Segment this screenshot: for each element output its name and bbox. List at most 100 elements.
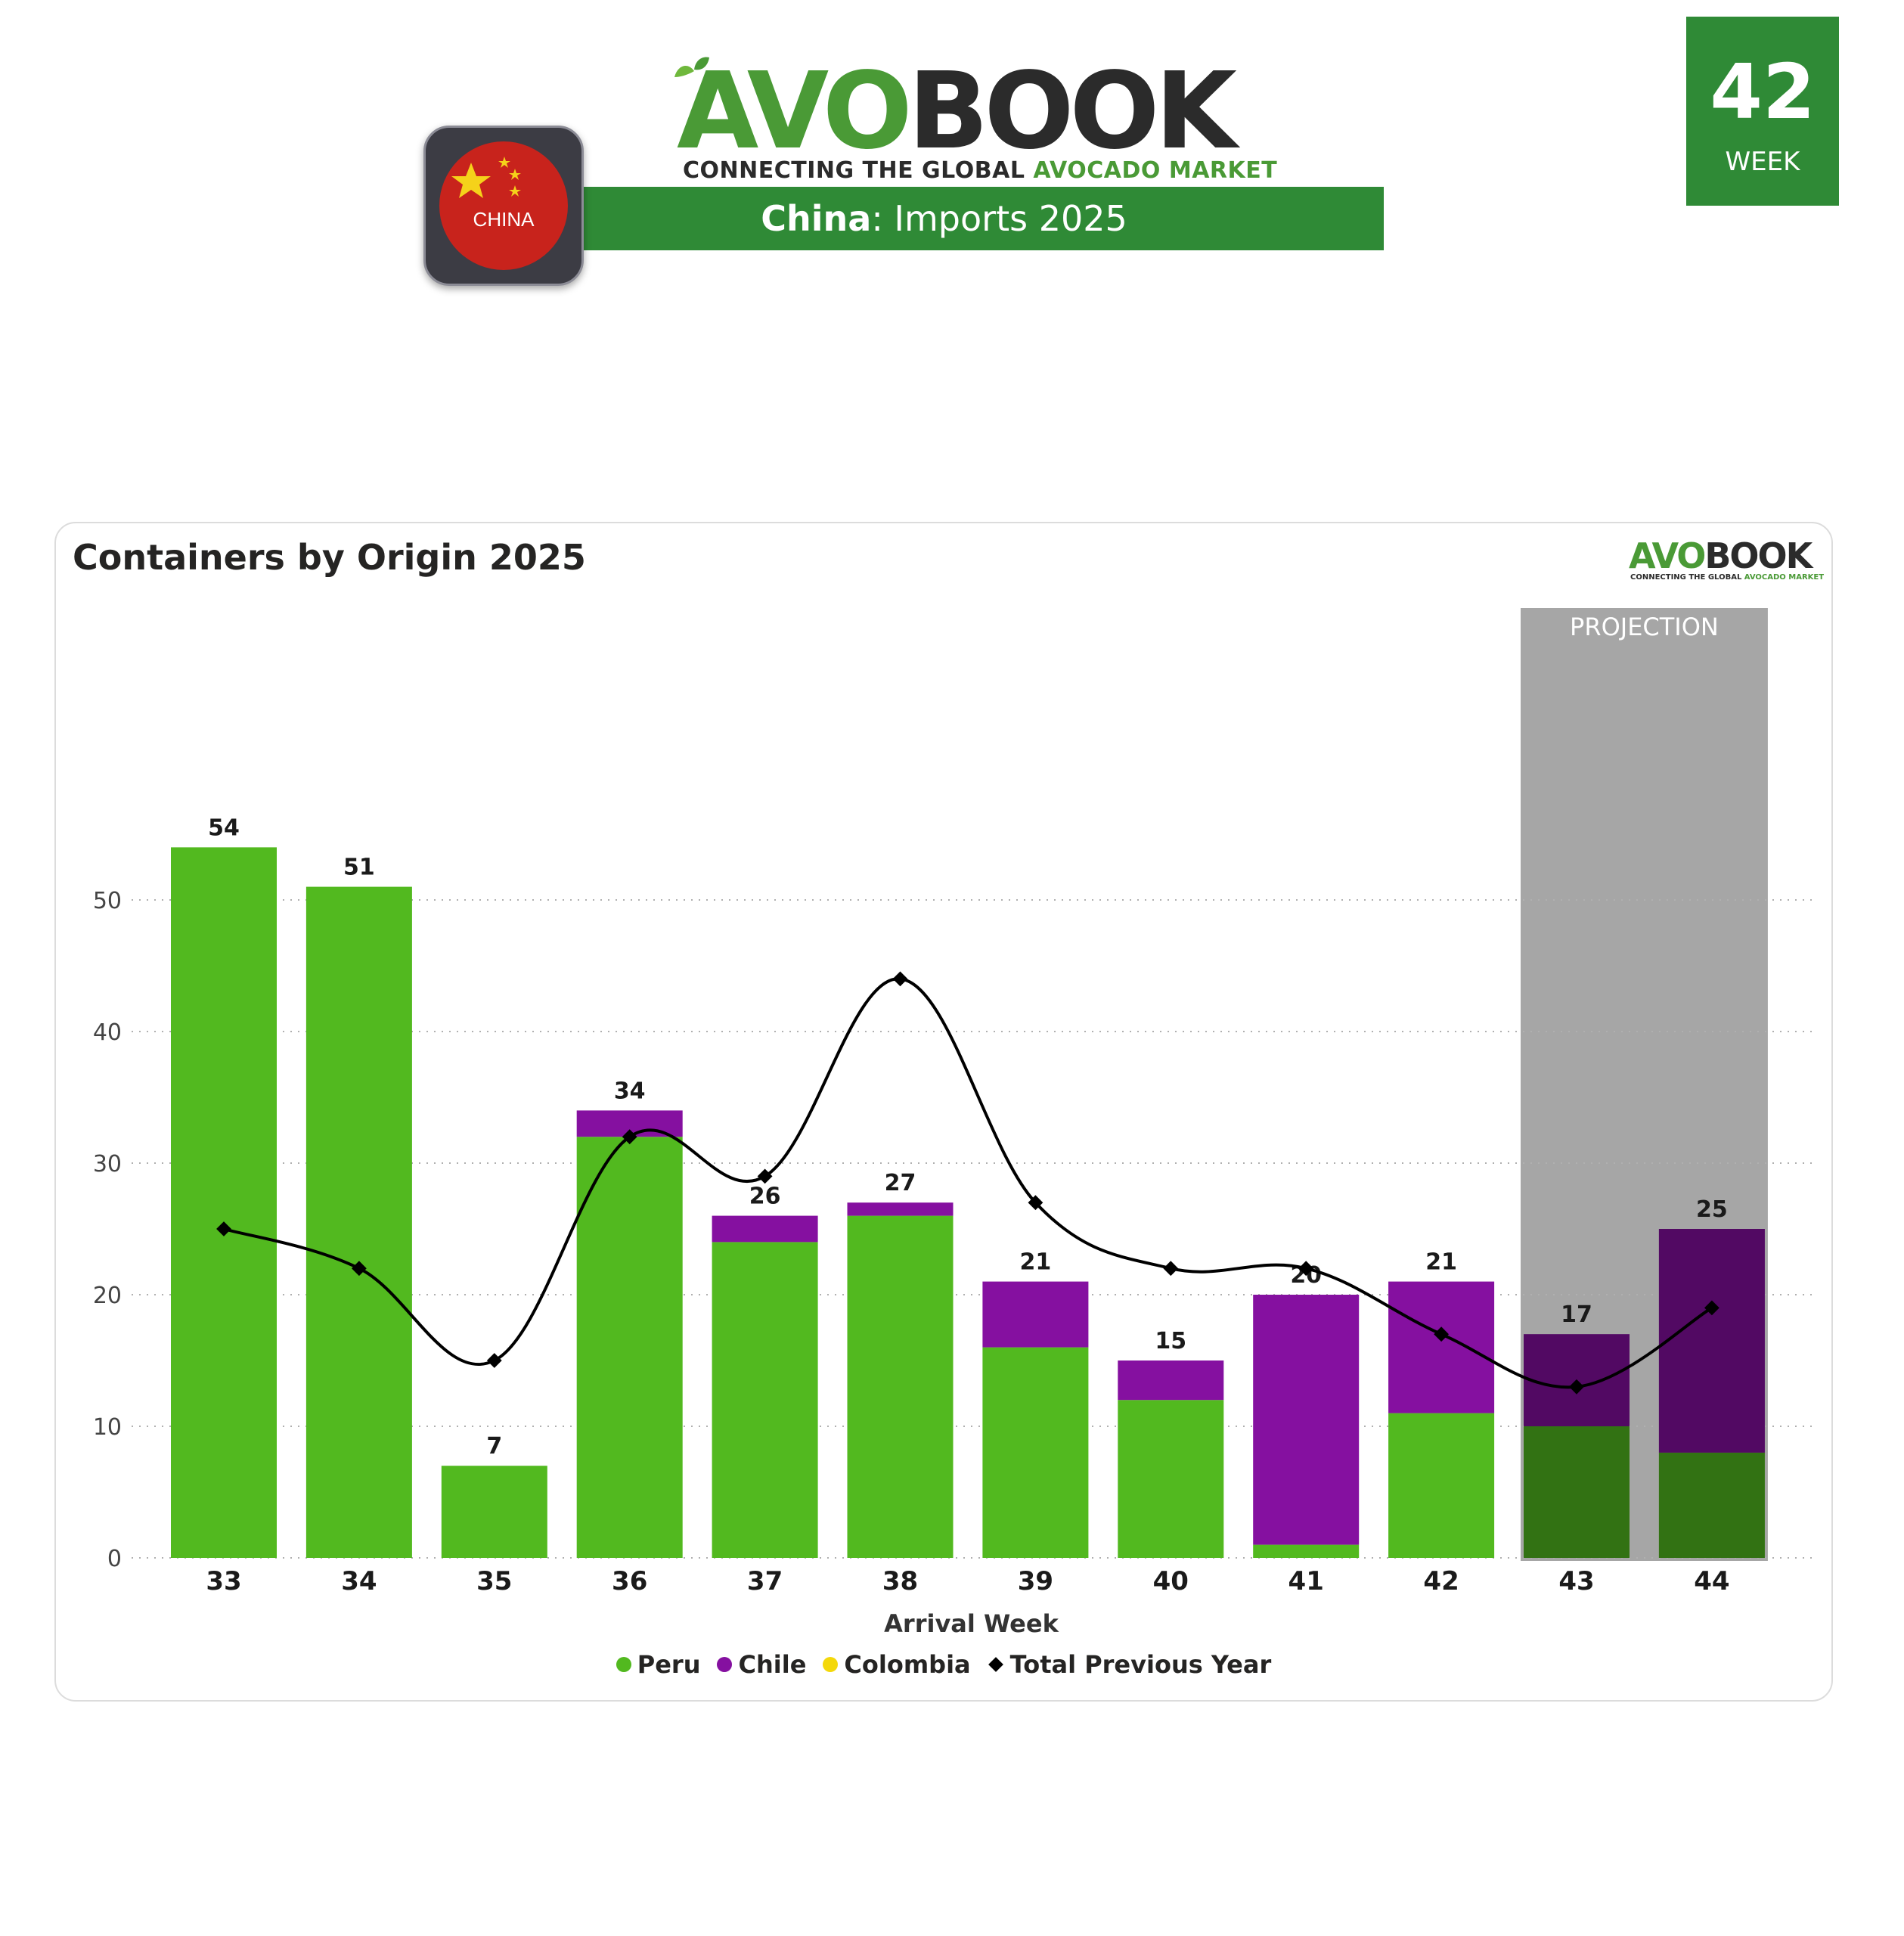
flag-stars-icon bbox=[451, 157, 521, 198]
data-label: 54 bbox=[208, 814, 240, 841]
previous-year-marker bbox=[486, 1353, 502, 1368]
y-tick-label: 30 bbox=[93, 1151, 122, 1177]
previous-year-marker bbox=[1163, 1261, 1179, 1277]
bar-segment-peru bbox=[982, 1347, 1089, 1558]
bar-segment-peru bbox=[576, 1137, 683, 1558]
data-label: 21 bbox=[1020, 1249, 1052, 1276]
bar-segment-chile bbox=[1388, 1281, 1495, 1413]
logo-book-text: BOOK bbox=[907, 50, 1237, 173]
previous-year-marker bbox=[1434, 1326, 1449, 1342]
legend-item-chile: Chile bbox=[717, 1650, 806, 1679]
legend-item-colombia: Colombia bbox=[823, 1650, 971, 1679]
legend-item-previous-year: Total Previous Year bbox=[988, 1650, 1272, 1679]
week-number: 42 bbox=[1710, 48, 1816, 136]
projection-overlay bbox=[1524, 1334, 1630, 1558]
mini-logo-text: AVOBOOK bbox=[1629, 535, 1813, 576]
x-tick-label: 39 bbox=[1018, 1566, 1053, 1596]
chart-legend: Peru Chile Colombia Total Previous Year bbox=[56, 1650, 1831, 1679]
previous-year-marker bbox=[352, 1261, 367, 1277]
y-tick-label: 20 bbox=[93, 1283, 122, 1309]
bar-segment-chile bbox=[1658, 1229, 1765, 1453]
data-label: 51 bbox=[343, 855, 375, 881]
previous-year-marker bbox=[1704, 1300, 1719, 1316]
chart-card: Containers by Origin 2025 AVOBOOK CONNEC… bbox=[54, 522, 1833, 1702]
banner-country: China bbox=[761, 198, 872, 239]
legend-dot-chile bbox=[717, 1657, 733, 1672]
x-tick-label: 40 bbox=[1153, 1566, 1189, 1596]
data-label: 7 bbox=[486, 1433, 502, 1460]
previous-year-marker bbox=[757, 1168, 773, 1184]
bar-segment-chile bbox=[1253, 1295, 1360, 1545]
previous-year-marker bbox=[1028, 1195, 1043, 1211]
bar-segment-peru bbox=[1524, 1426, 1630, 1558]
tagline-green: AVOCADO MARKET bbox=[1033, 157, 1278, 184]
data-label: 15 bbox=[1155, 1328, 1186, 1354]
projection-label: PROJECTION bbox=[1570, 613, 1719, 641]
x-tick-label: 44 bbox=[1694, 1566, 1729, 1596]
y-tick-label: 0 bbox=[107, 1546, 122, 1572]
bar-segment-peru bbox=[305, 886, 412, 1558]
data-label: 21 bbox=[1425, 1249, 1457, 1276]
previous-year-marker bbox=[622, 1129, 637, 1145]
legend-item-peru: Peru bbox=[616, 1650, 701, 1679]
data-label: 25 bbox=[1696, 1196, 1728, 1223]
mini-logo-avo: AVO bbox=[1629, 535, 1706, 576]
projection-overlay bbox=[1658, 1229, 1765, 1558]
week-label: WEEK bbox=[1725, 147, 1800, 177]
avobook-logo: AVOBOOK bbox=[677, 59, 1237, 165]
logo-avo-text: AVO bbox=[677, 50, 913, 173]
card-avobook-logo: AVOBOOK CONNECTING THE GLOBAL AVOCADO MA… bbox=[1621, 535, 1824, 591]
legend-label-chile: Chile bbox=[738, 1650, 807, 1679]
banner-subtitle: : Imports 2025 bbox=[871, 198, 1127, 239]
bar-segment-peru bbox=[847, 1215, 954, 1558]
previous-year-marker bbox=[1298, 1261, 1314, 1277]
legend-label-previous-year: Total Previous Year bbox=[1009, 1650, 1272, 1679]
y-tick-label: 10 bbox=[93, 1414, 122, 1441]
bar-segment-peru bbox=[171, 847, 277, 1558]
x-tick-label: 41 bbox=[1288, 1566, 1324, 1596]
mini-tag-green: AVOCADO MARKET bbox=[1744, 573, 1825, 582]
chart-title: Containers by Origin 2025 bbox=[73, 537, 586, 578]
page-title-banner: China: Imports 2025 bbox=[504, 187, 1384, 250]
data-label: 17 bbox=[1561, 1302, 1592, 1328]
legend-label-colombia: Colombia bbox=[844, 1650, 971, 1679]
x-tick-label: 43 bbox=[1558, 1566, 1594, 1596]
x-tick-label: 38 bbox=[882, 1566, 918, 1596]
bar-segment-chile bbox=[712, 1215, 818, 1243]
y-tick-label: 40 bbox=[93, 1019, 122, 1046]
bar-segment-chile bbox=[982, 1281, 1089, 1348]
legend-diamond-previous-year bbox=[988, 1657, 1003, 1672]
x-tick-label: 34 bbox=[341, 1566, 377, 1596]
china-flag-icon: CHINA bbox=[439, 141, 568, 270]
mini-tag-prefix: CONNECTING THE GLOBAL bbox=[1630, 573, 1744, 582]
mini-logo-tagline: CONNECTING THE GLOBAL AVOCADO MARKET bbox=[1630, 573, 1824, 582]
bar-segment-peru bbox=[1253, 1544, 1360, 1558]
stacked-bar-chart: PROJECTION 0 10 20 30 40 50 54 33 51 34 7 35 34 36 26 37… bbox=[93, 608, 1818, 1638]
bar-segment-peru bbox=[1118, 1400, 1224, 1558]
previous-year-marker bbox=[216, 1221, 231, 1236]
previous-year-marker bbox=[892, 971, 908, 987]
week-badge: 42 WEEK bbox=[1686, 17, 1839, 206]
x-tick-label: 33 bbox=[206, 1566, 241, 1596]
legend-dot-peru bbox=[616, 1657, 631, 1672]
legend-label-peru: Peru bbox=[637, 1650, 701, 1679]
country-flag-badge: CHINA bbox=[423, 126, 584, 286]
bar-segment-peru bbox=[712, 1242, 818, 1558]
bar-segment-peru bbox=[1388, 1413, 1495, 1558]
logo-tagline: CONNECTING THE GLOBAL AVOCADO MARKET bbox=[683, 157, 1277, 184]
flag-label: CHINA bbox=[473, 208, 535, 231]
bar-segment-peru bbox=[1658, 1452, 1765, 1558]
data-label: 26 bbox=[749, 1184, 781, 1210]
bar-segment-chile bbox=[847, 1202, 954, 1216]
x-axis-title: Arrival Week bbox=[884, 1609, 1059, 1638]
previous-year-marker bbox=[1569, 1379, 1584, 1395]
legend-dot-colombia bbox=[823, 1657, 839, 1672]
x-tick-label: 36 bbox=[612, 1566, 647, 1596]
y-tick-label: 50 bbox=[93, 888, 122, 914]
leaf-icon bbox=[674, 57, 709, 77]
bar-segment-peru bbox=[441, 1466, 547, 1558]
bar-segment-chile bbox=[1118, 1360, 1224, 1401]
data-label: 34 bbox=[614, 1078, 646, 1104]
x-tick-label: 37 bbox=[747, 1566, 783, 1596]
mini-logo-book: BOOK bbox=[1704, 535, 1813, 576]
